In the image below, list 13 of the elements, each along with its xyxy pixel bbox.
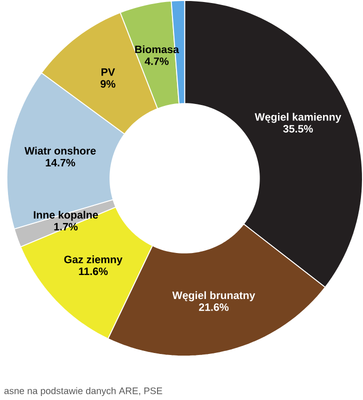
slice-label: Węgiel kamienny	[254, 112, 342, 123]
data-label: 9%	[100, 80, 116, 88]
slice-label: Gaz ziemny	[64, 255, 122, 266]
data-label: 11.6%	[79, 268, 108, 276]
data-label: 35.5%	[283, 125, 313, 133]
slice-label: PV	[102, 68, 116, 76]
slice-label: Inne kopalne	[34, 210, 98, 221]
data-label: 4.7%	[144, 57, 169, 65]
slice-label: Wiatr onshore	[24, 146, 96, 155]
data-label: 14.7%	[46, 158, 76, 166]
text: asne na podstawie danych ARE, PSE	[4, 387, 162, 396]
data-label: 21.6%	[199, 303, 229, 311]
slice-label: Węgiel brunatny	[172, 291, 256, 302]
